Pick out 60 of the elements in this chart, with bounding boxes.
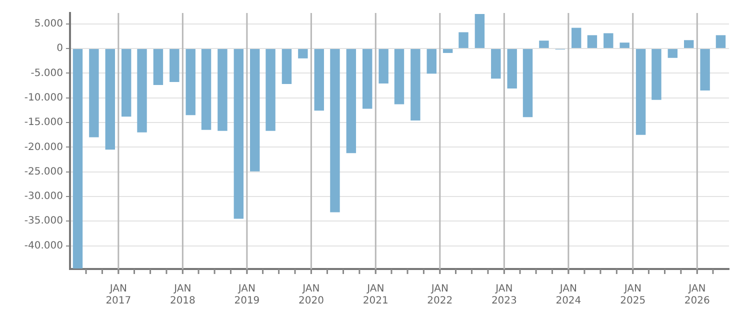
x-tick-label: JAN 2022 [427,284,453,307]
bar [491,49,501,79]
bar [314,49,324,111]
y-tick-label: -20.000 [24,142,63,153]
bar [394,49,404,104]
y-tick-label: -15.000 [24,117,63,128]
bar [604,33,614,48]
bar [170,49,180,82]
bar [507,49,517,88]
bar [362,49,372,109]
bar [684,40,694,48]
x-tick-label: JAN 2023 [491,284,517,307]
bar [700,49,710,90]
bar [234,49,244,219]
bar [410,49,420,121]
x-tick-label: JAN 2025 [620,284,646,307]
bar [346,49,356,154]
bar [636,49,646,135]
y-tick-label: 0 [56,43,63,54]
bar [716,35,726,48]
y-tick-label: -5.000 [30,68,63,79]
bar [282,49,292,84]
bar [571,28,582,48]
bar [330,49,340,212]
y-tick-label: 5.000 [34,18,63,30]
bar [121,49,132,117]
bar [442,49,453,53]
bar [266,49,276,131]
bar [426,49,436,74]
bar [378,49,388,84]
x-tick-label: JAN 2020 [298,284,324,307]
bar [137,49,147,132]
x-tick-label: JAN 2017 [106,284,132,307]
bar [218,49,228,131]
y-tick-label: -10.000 [24,92,63,104]
bar [250,49,260,172]
y-tick-label: -35.000 [24,216,63,227]
bar [72,49,83,269]
x-tick-label: JAN 2018 [170,284,196,307]
y-tick-label: -30.000 [24,191,63,202]
bar [89,49,99,138]
bar [620,42,630,48]
x-tick-label: JAN 2021 [362,284,388,307]
bar [652,49,662,100]
bar [201,49,212,130]
bar [105,49,115,150]
bar [539,40,549,48]
bar [587,35,598,48]
bar [186,49,196,116]
bar [668,49,678,58]
y-tick-label: -40.000 [24,240,63,252]
bar [474,14,485,48]
bar [522,49,533,118]
y-tick-label: -25.000 [24,166,63,178]
bar [153,49,164,86]
x-tick-label: JAN 2019 [234,284,260,307]
bar [458,32,468,48]
x-tick-label: JAN 2024 [556,284,582,307]
x-tick-label: JAN 2026 [684,284,710,307]
bar [298,49,308,58]
